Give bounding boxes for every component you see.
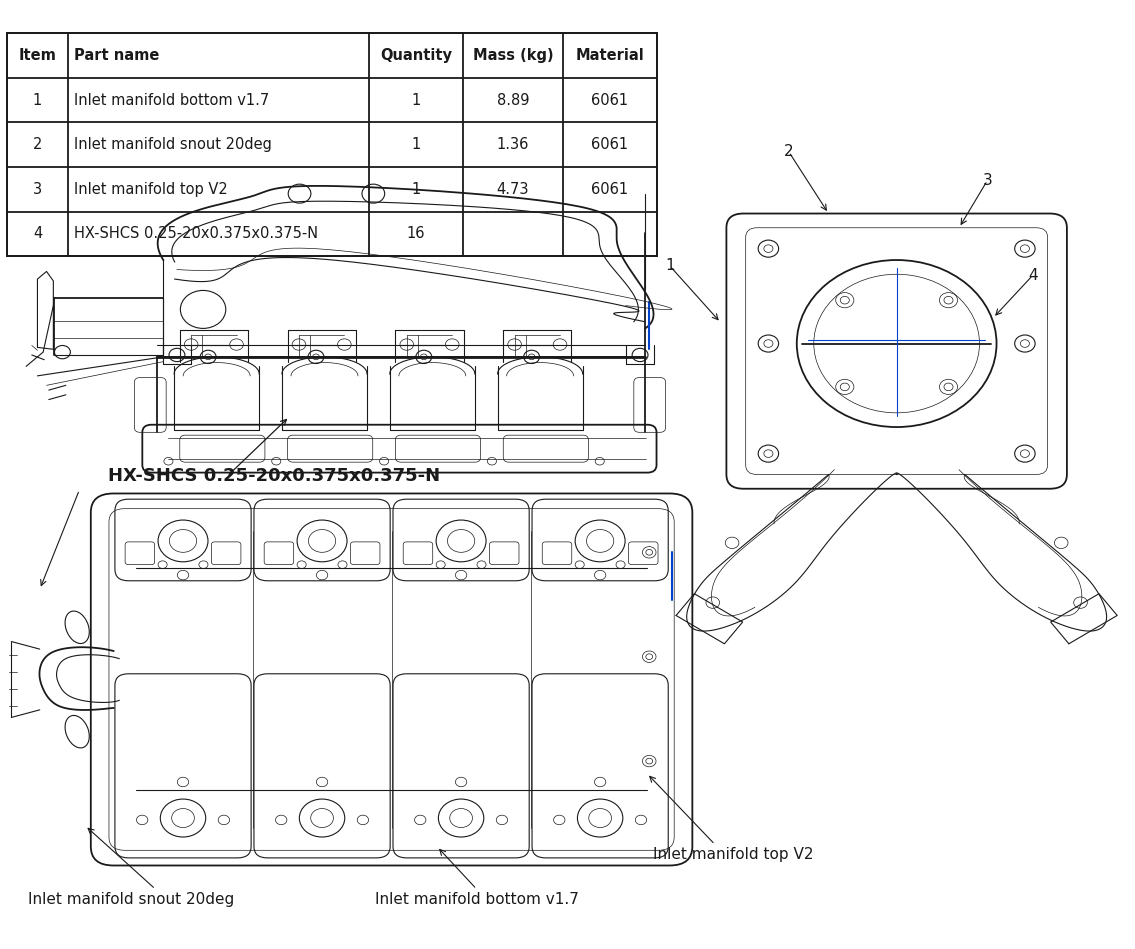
Text: 6061: 6061	[591, 93, 629, 107]
Text: 4: 4	[33, 227, 42, 241]
Text: 1: 1	[411, 138, 421, 152]
Text: Quantity: Quantity	[380, 48, 452, 63]
Text: Inlet manifold snout 20deg: Inlet manifold snout 20deg	[74, 138, 271, 152]
Text: HX-SHCS 0.25-20x0.375x0.375-N: HX-SHCS 0.25-20x0.375x0.375-N	[74, 227, 318, 241]
Text: 8.89: 8.89	[497, 93, 529, 107]
Text: Inlet manifold top V2: Inlet manifold top V2	[74, 182, 227, 196]
Text: Inlet manifold snout 20deg: Inlet manifold snout 20deg	[28, 892, 235, 907]
Text: 4: 4	[1028, 268, 1037, 283]
Text: 1: 1	[411, 182, 421, 196]
Text: 4.73: 4.73	[497, 182, 529, 196]
Text: 1: 1	[33, 93, 42, 107]
Text: HX-SHCS 0.25-20x0.375x0.375-N: HX-SHCS 0.25-20x0.375x0.375-N	[108, 468, 440, 485]
Text: 3: 3	[983, 173, 992, 188]
Text: 6061: 6061	[591, 138, 629, 152]
Text: Material: Material	[575, 48, 645, 63]
Text: Inlet manifold bottom v1.7: Inlet manifold bottom v1.7	[74, 93, 269, 107]
Text: 1.36: 1.36	[497, 138, 529, 152]
Text: 1: 1	[411, 93, 421, 107]
Text: 6061: 6061	[591, 182, 629, 196]
Text: 2: 2	[33, 138, 42, 152]
Text: Part name: Part name	[74, 48, 159, 63]
Text: 3: 3	[33, 182, 42, 196]
Text: Mass (kg): Mass (kg)	[472, 48, 554, 63]
Text: Inlet manifold bottom v1.7: Inlet manifold bottom v1.7	[375, 892, 579, 907]
Text: 16: 16	[406, 227, 426, 241]
Bar	[7, 33, 657, 256]
Text: 1: 1	[665, 258, 674, 273]
Text: Inlet manifold top V2: Inlet manifold top V2	[653, 847, 813, 862]
Text: Item: Item	[18, 48, 57, 63]
Text: 2: 2	[784, 144, 793, 159]
